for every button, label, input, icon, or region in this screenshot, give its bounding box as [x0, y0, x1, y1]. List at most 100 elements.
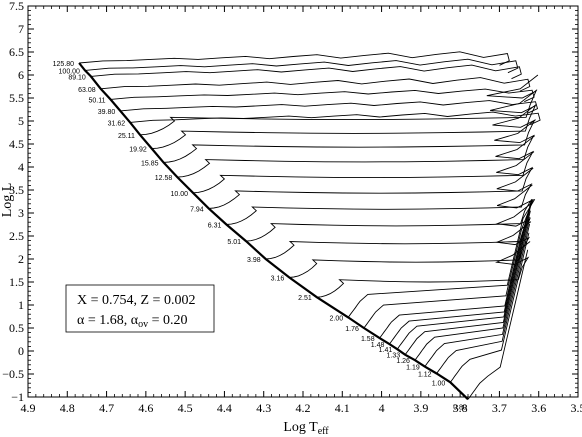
mass-label: 50.11 [89, 97, 106, 104]
mass-label: 1.76 [345, 326, 359, 333]
mass-label: 3.98 [247, 257, 261, 264]
zams-line-group [78, 62, 469, 401]
track-3.16 [289, 221, 532, 278]
y-tick-label: 1 [18, 298, 24, 312]
track-1.26 [414, 210, 531, 361]
legend-line-2-suffix: = 0.20 [148, 313, 187, 328]
track-1.76 [363, 199, 534, 329]
track-1.19 [424, 216, 531, 367]
y-tick-label: 7.5 [9, 0, 24, 13]
track-2.51 [316, 241, 531, 298]
y-tick-label: 7 [18, 22, 24, 36]
legend-line-2: α = 1.68, αov = 0.20 [77, 313, 187, 330]
track-1.00 [449, 232, 530, 383]
mass-label: 63.08 [78, 87, 96, 94]
x-tick-label: 4.8 [60, 401, 75, 415]
mass-label: 10.00 [170, 191, 188, 198]
x-tick-label: 4.4 [217, 401, 232, 415]
y-tick-label: −1 [11, 390, 24, 404]
track-1.12 [436, 223, 531, 374]
y-tick-label: 5.5 [9, 91, 24, 105]
track-3.98 [265, 202, 532, 260]
mass-label: 1.33 [387, 353, 401, 360]
track-12.58 [177, 119, 536, 178]
mass-label: 1.19 [406, 365, 420, 372]
track-39.80 [120, 100, 539, 114]
track-1.58 [379, 199, 533, 339]
track-10.00 [192, 135, 536, 194]
y-tick-label: 3 [18, 206, 24, 220]
y-axis-title: Log L [0, 183, 15, 218]
track-15.85 [163, 103, 537, 163]
track-2.00 [347, 198, 536, 318]
mass-label: 1.41 [379, 347, 393, 354]
y-tick-label: 6.5 [9, 45, 24, 59]
track-1.48 [389, 199, 533, 345]
x-axis-title: Log Teff [283, 420, 329, 437]
mass-label: 2.51 [298, 295, 312, 302]
x-tick-label: 3.9 [413, 401, 428, 415]
mass-label: 19.92 [129, 147, 147, 154]
y-tick-label: 2.5 [9, 229, 24, 243]
x-tick-label: 3.6 [531, 401, 546, 415]
mass-label: 39.80 [98, 109, 116, 116]
x-tick-label: 4.2 [296, 401, 311, 415]
x-tick-label: 4.7 [99, 401, 114, 415]
mass-label: 6.31 [208, 223, 222, 230]
mass-label: 12.58 [155, 175, 173, 182]
x-tick-label: 4 [379, 401, 385, 415]
mass-label: 15.85 [141, 160, 159, 167]
y-tick-label: 2 [18, 252, 24, 266]
mass-label: 25.11 [118, 133, 135, 140]
y-tick-label: 5 [18, 114, 24, 128]
mass-label: 1.00 [432, 380, 446, 387]
mass-label: 0.80 [453, 404, 467, 411]
mass-label: 2.00 [330, 315, 344, 322]
y-tick-label: 0 [18, 344, 24, 358]
mass-label: 7.94 [190, 206, 204, 213]
track-19.92 [151, 89, 538, 150]
track-6.31 [226, 167, 534, 225]
mass-label: 89.10 [68, 74, 86, 81]
zams-line [78, 62, 469, 401]
mass-label: 31.62 [108, 120, 126, 127]
y-tick-label: 0.5 [9, 321, 24, 335]
mass-label: 1.58 [361, 336, 375, 343]
legend-line-2-prefix: α = 1.68, α [77, 313, 139, 328]
mass-label: 1.12 [418, 372, 432, 379]
y-tick-label: 4.5 [9, 137, 24, 151]
y-tick-label: 3.5 [9, 183, 24, 197]
mass-label: 1.48 [371, 342, 385, 349]
track-100.00 [84, 58, 519, 74]
track-31.62 [130, 111, 541, 126]
x-tick-label: 4.9 [21, 401, 36, 415]
track-0.80 [467, 249, 529, 400]
evolutionary-tracks [79, 51, 541, 400]
x-axis-title-sub: eff [318, 426, 330, 437]
legend-box [65, 284, 215, 333]
mass-label: 100.00 [59, 68, 81, 75]
legend-line-1: X = 0.754, Z = 0.002 [77, 293, 195, 308]
track-89.10 [90, 64, 522, 80]
mass-label: 3.16 [271, 275, 285, 282]
x-tick-label: 3.7 [492, 401, 507, 415]
y-tick-label: 6 [18, 68, 24, 82]
x-tick-label: 4.3 [256, 401, 271, 415]
track-63.08 [100, 77, 531, 92]
track-50.11 [110, 88, 535, 103]
track-5.01 [245, 184, 533, 242]
y-tick-label: 4 [18, 160, 24, 174]
axis-ticks: 4.9 4.8 4.7 4.6 4.5 4.4 4.3 4.2 4.1 4 3.9 3.8 3.7 3.6… [2, 0, 582, 415]
track-7.94 [208, 151, 535, 209]
x-tick-label: 3.8 [453, 401, 468, 415]
track-25.11 [139, 74, 539, 136]
track-1.41 [396, 199, 532, 350]
x-axis-title-base: Log T [283, 420, 318, 435]
legend: X = 0.754, Z = 0.002 α = 1.68, αov = 0.2… [65, 284, 215, 333]
y-tick-label: 1.5 [9, 275, 24, 289]
mass-label: 1.26 [396, 358, 410, 365]
track-125.80 [79, 51, 510, 66]
mass-label: 5.01 [227, 239, 241, 246]
